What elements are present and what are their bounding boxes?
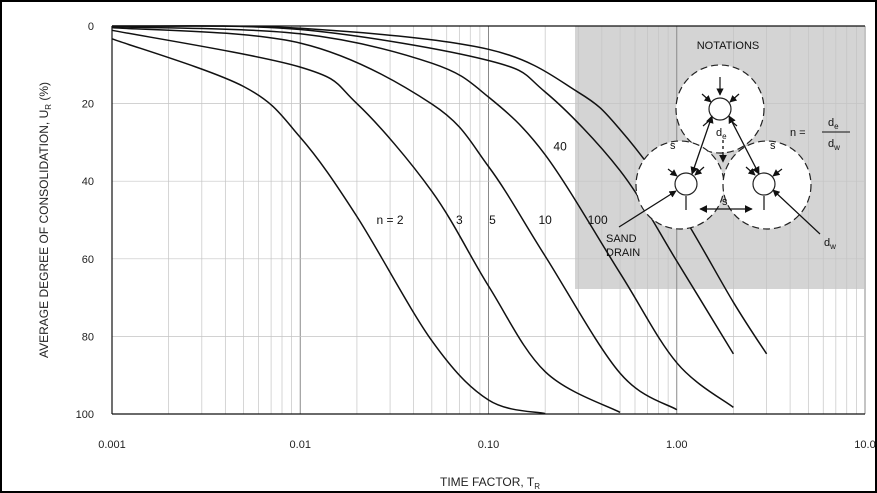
x-tick-label: 10.0 bbox=[854, 439, 875, 451]
curve-labels: n = 2 3 5 10 40 100 bbox=[377, 139, 608, 227]
sand-drain-left bbox=[674, 172, 698, 196]
sand-label: SAND bbox=[606, 233, 637, 245]
y-tick-label: 40 bbox=[82, 176, 94, 188]
y-tick-label: 100 bbox=[76, 409, 94, 421]
curves bbox=[111, 25, 768, 415]
y-tick-label: 80 bbox=[82, 331, 94, 343]
sand-drain-top bbox=[708, 97, 732, 121]
curve-label: 10 bbox=[538, 213, 552, 227]
notations-title: NOTATIONS bbox=[697, 40, 760, 52]
spacing-label-left: s bbox=[670, 140, 676, 152]
dw-label: dw bbox=[824, 237, 836, 251]
consolidation-curve bbox=[111, 25, 768, 355]
curve-label: 40 bbox=[553, 139, 567, 153]
spacing-label-right: s bbox=[770, 140, 776, 152]
y-tick-label: 0 bbox=[88, 21, 94, 33]
curve-label: 3 bbox=[456, 213, 463, 227]
curve-label: 5 bbox=[489, 213, 496, 227]
x-tick-label: 0.10 bbox=[478, 439, 499, 451]
formula-lhs: n = bbox=[790, 127, 806, 139]
formula-denominator: dw bbox=[828, 138, 840, 152]
consolidation-curve bbox=[111, 29, 621, 414]
y-tick-label: 60 bbox=[82, 254, 94, 266]
consolidation-curve bbox=[111, 26, 678, 411]
sand-drain-leader bbox=[618, 190, 677, 228]
drain-label: DRAIN bbox=[606, 247, 640, 259]
x-tick-label: 1.00 bbox=[666, 439, 687, 451]
tick-labels: 0.001 0.01 0.10 1.00 10.0 0 20 40 60 80 100 bbox=[76, 21, 875, 451]
x-tick-label: 0.001 bbox=[98, 439, 126, 451]
spacing-arrows bbox=[690, 115, 760, 213]
y-tick-label: 20 bbox=[82, 99, 94, 111]
formula-numerator: de bbox=[828, 117, 839, 131]
consolidation-curve bbox=[111, 26, 734, 408]
dw-leader bbox=[772, 189, 821, 235]
consolidation-curve bbox=[111, 38, 546, 415]
grid bbox=[111, 25, 866, 415]
de-label: de bbox=[716, 127, 727, 141]
y-axis-title: AVERAGE DEGREE OF CONSOLIDATION, UR (%) bbox=[37, 82, 53, 358]
x-axis-title: TIME FACTOR, TR bbox=[440, 475, 540, 491]
curve-label: 100 bbox=[588, 213, 608, 227]
x-tick-label: 0.01 bbox=[290, 439, 311, 451]
consolidation-curve bbox=[111, 25, 735, 355]
sand-drain-right bbox=[752, 172, 776, 196]
curve-label: n = 2 bbox=[377, 213, 404, 227]
notations-diagram: NOTATIONS n = de dw bbox=[606, 40, 850, 259]
spacing-label-bottom: s bbox=[722, 196, 728, 208]
